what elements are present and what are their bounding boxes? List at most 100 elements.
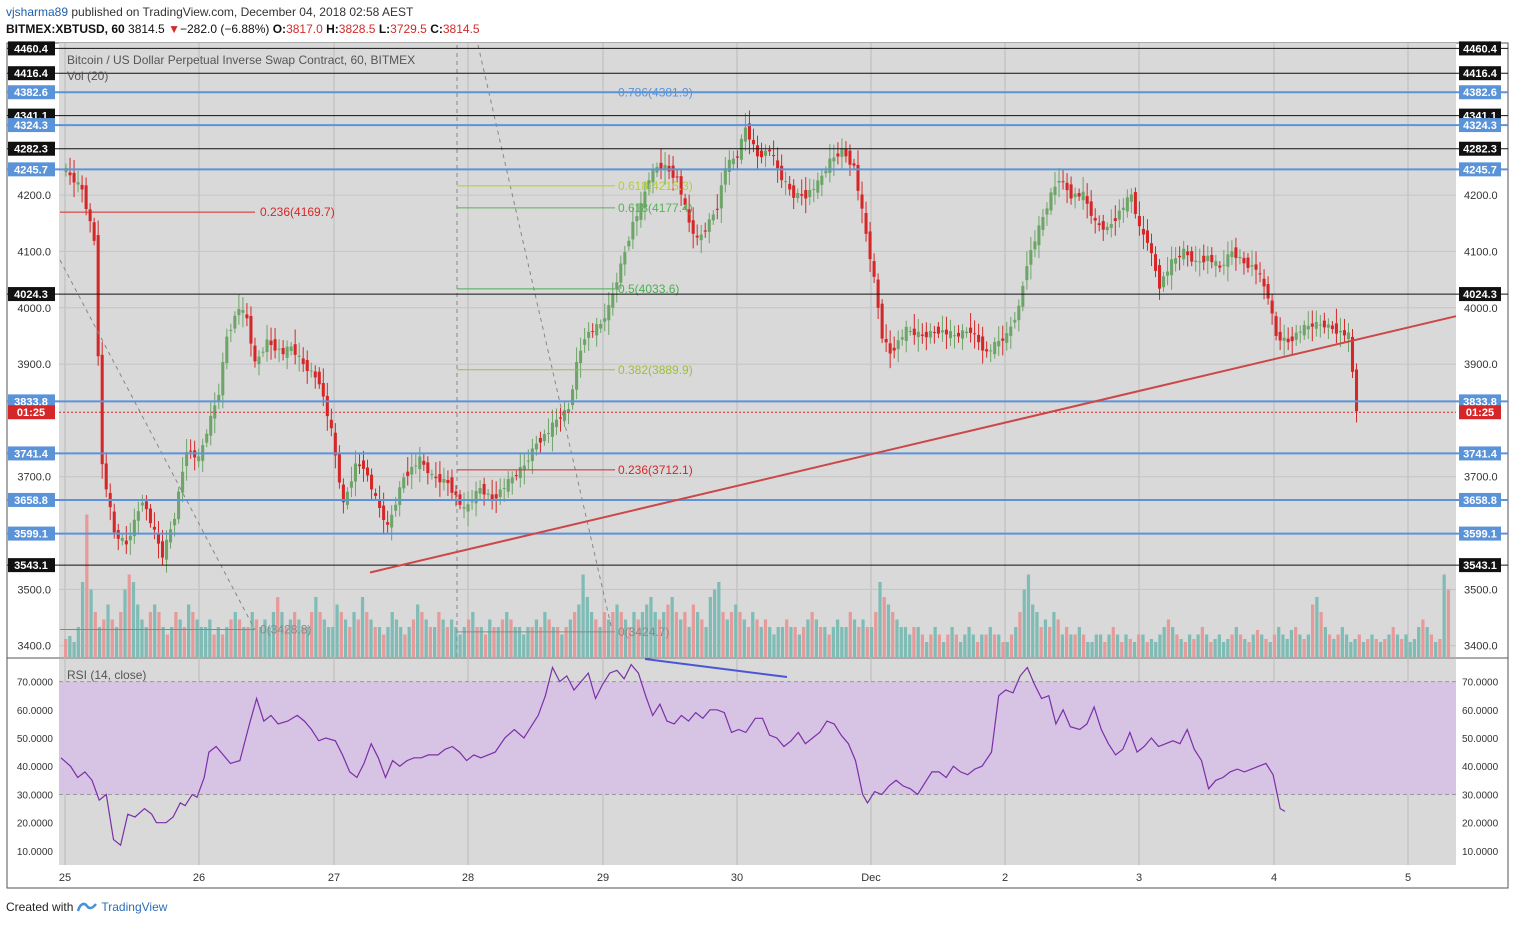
volume-bar (85, 514, 89, 657)
candle-body (611, 293, 615, 308)
candle-body (526, 460, 530, 462)
candle-body (1234, 247, 1238, 258)
y-tick-label: 3500.0 (17, 584, 51, 596)
volume-bar (649, 597, 653, 657)
volume-bar (288, 619, 293, 657)
candle-body (1210, 255, 1214, 263)
candle-body (699, 234, 703, 241)
rsi-divergence-line (644, 658, 788, 678)
candle-body (908, 331, 912, 333)
volume-bar (729, 612, 734, 657)
volume-bar (331, 627, 335, 657)
volume-bar (763, 619, 768, 657)
candle-body (1190, 251, 1194, 262)
change-arrow-icon: ▼ (168, 22, 180, 36)
trendline (369, 315, 1457, 574)
candle-body (438, 474, 442, 483)
volume-bar (373, 627, 377, 657)
x-tick-label: Dec (861, 872, 881, 884)
volume-bar (636, 619, 640, 657)
volume-bar (615, 604, 619, 657)
candle-body (353, 463, 357, 482)
candle-body (229, 329, 233, 331)
volume-bar (428, 627, 433, 657)
chart-area[interactable]: 25 26 27 28 29 30 Dec 2 3 4 5 4200.0 4200.0 4100.0 410… (0, 0, 1515, 895)
volume-bar (462, 627, 466, 657)
candle-body (233, 315, 237, 329)
candle-body (1270, 300, 1274, 314)
candle-body (1226, 254, 1230, 267)
volume-bar (297, 619, 301, 657)
candle-body (277, 348, 281, 350)
candle-body (639, 202, 643, 220)
volume-bar (886, 604, 891, 657)
price-level-label-right: 4245.7 (1463, 164, 1497, 176)
volume-bar (326, 627, 331, 657)
candle-body (72, 172, 76, 183)
volume-bar (628, 627, 632, 657)
candle-body (454, 491, 458, 496)
volume-bar (819, 627, 823, 657)
candle-body (92, 222, 96, 241)
candle-body (68, 172, 72, 176)
volume-bar (144, 627, 148, 657)
candle-body (647, 180, 651, 190)
candle-body (1049, 192, 1053, 211)
volume-bar (1192, 639, 1196, 657)
volume-bar (674, 612, 679, 657)
volume-bar (988, 627, 992, 657)
candle-body (257, 356, 261, 365)
price-level-tag-left (8, 66, 55, 81)
candle-body (1350, 336, 1355, 372)
candle-body (1053, 186, 1057, 196)
volume-bar (377, 627, 382, 657)
volume-bar (267, 627, 271, 657)
candle-body (872, 261, 876, 277)
volume-bar (903, 627, 908, 657)
candle-body (1342, 330, 1346, 336)
candle-body (751, 139, 756, 145)
candle-body (804, 190, 808, 199)
volume-bar (848, 612, 852, 657)
volume-bar (585, 597, 589, 657)
candle-body (378, 500, 382, 508)
candle-body (735, 156, 739, 158)
volume-bar (203, 627, 208, 657)
author-name[interactable]: vjsharma89 (6, 5, 69, 19)
volume-bar (233, 612, 237, 657)
candle-body (128, 535, 132, 541)
volume-bar (1188, 634, 1192, 657)
price-level-tag-left (8, 558, 55, 573)
volume-bar (857, 627, 861, 657)
volume-bar (878, 582, 882, 657)
volume-bar (424, 619, 428, 657)
volume-bar (1217, 634, 1221, 657)
volume-bar (564, 627, 568, 657)
volume-bar (246, 627, 250, 657)
current-price-tag-right (1459, 405, 1501, 420)
volume-bar (823, 627, 827, 657)
candle-body (281, 347, 285, 355)
low-label: L: (378, 22, 391, 36)
candle-body (321, 383, 325, 397)
footer: Created with TradingView (6, 900, 167, 914)
y-tick-label: 3700.0 (1464, 472, 1498, 484)
candle-body (88, 209, 92, 222)
candle-body (952, 335, 957, 337)
volume-bar (1094, 634, 1098, 657)
candle-body (619, 263, 623, 283)
volume-bar (1378, 642, 1383, 657)
volume-bar (1260, 634, 1264, 657)
candle-body (575, 362, 579, 390)
volume-bar (1383, 639, 1387, 657)
candle-body (241, 310, 245, 313)
tradingview-link[interactable]: TradingView (101, 900, 168, 914)
volume-bar (1349, 642, 1353, 657)
candle-body (502, 487, 506, 489)
fib-level-label: 0(3428.8) (260, 623, 311, 637)
candle-body (1105, 226, 1109, 231)
candle-body (1246, 257, 1250, 268)
candle-body (434, 476, 438, 479)
volume-bar (517, 627, 522, 657)
volume-bar (980, 634, 984, 657)
